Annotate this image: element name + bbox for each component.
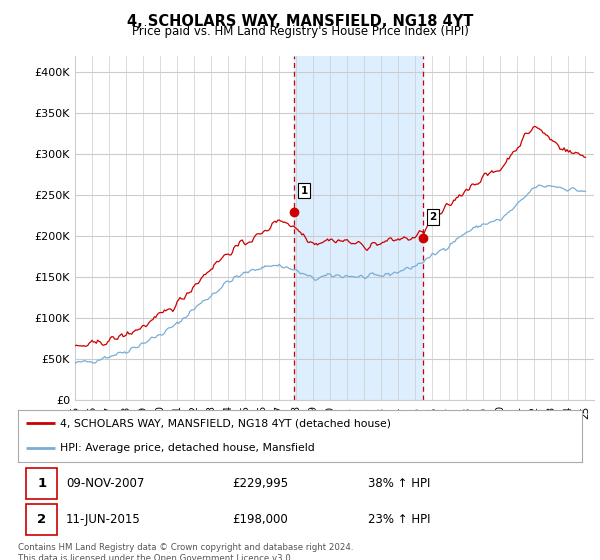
Text: 4, SCHOLARS WAY, MANSFIELD, NG18 4YT (detached house): 4, SCHOLARS WAY, MANSFIELD, NG18 4YT (de… [60,418,391,428]
Text: Contains HM Land Registry data © Crown copyright and database right 2024.
This d: Contains HM Land Registry data © Crown c… [18,543,353,560]
Text: 23% ↑ HPI: 23% ↑ HPI [368,513,430,526]
Bar [294,56,423,400]
Text: HPI: Average price, detached house, Mansfield: HPI: Average price, detached house, Mans… [60,442,315,452]
Text: 2: 2 [37,513,47,526]
Text: Price paid vs. HM Land Registry's House Price Index (HPI): Price paid vs. HM Land Registry's House … [131,25,469,38]
Text: 09-NOV-2007: 09-NOV-2007 [66,477,145,490]
Text: £198,000: £198,000 [232,513,288,526]
Text: 2: 2 [430,212,437,222]
Text: 1: 1 [37,477,47,490]
Text: 11-JUN-2015: 11-JUN-2015 [66,513,140,526]
FancyBboxPatch shape [26,468,58,498]
Text: 4, SCHOLARS WAY, MANSFIELD, NG18 4YT: 4, SCHOLARS WAY, MANSFIELD, NG18 4YT [127,14,473,29]
Text: £229,995: £229,995 [232,477,289,490]
Text: 1: 1 [301,186,308,196]
Text: 38% ↑ HPI: 38% ↑ HPI [368,477,430,490]
FancyBboxPatch shape [26,505,58,535]
